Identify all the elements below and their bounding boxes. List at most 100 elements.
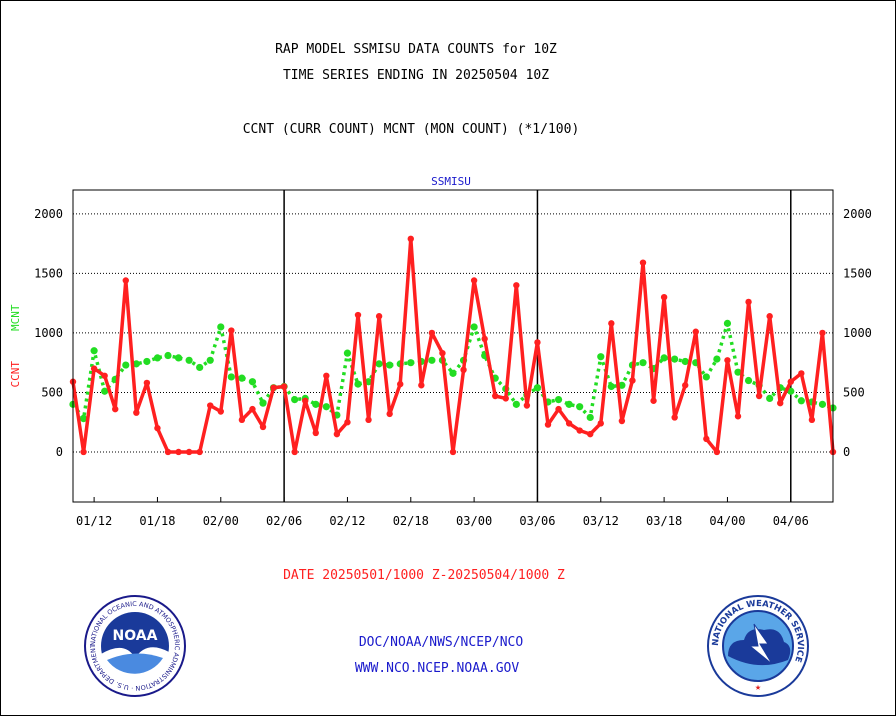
mcnt-point [660, 354, 668, 362]
mcnt-point [607, 382, 615, 391]
ccnt-point [185, 448, 193, 456]
noaa-logo: NOAA NATIONAL OCEANIC AND ATMOSPHERIC AD… [84, 595, 186, 697]
footer-url: WWW.NCO.NCEP.NOAA.GOV [355, 661, 520, 676]
ccnt-point [386, 410, 393, 418]
ccnt-point [576, 427, 583, 434]
x-tick-label: 03/18 [646, 514, 682, 528]
x-tick-label: 03/06 [519, 514, 555, 528]
ccnt-series [69, 235, 837, 456]
title-line-2: TIME SERIES ENDING IN 20250504 10Z [283, 68, 549, 83]
ccnt-point [323, 372, 330, 379]
mcnt-point [533, 384, 542, 392]
ccnt-point [259, 423, 267, 431]
mcnt-point [470, 323, 478, 331]
ylabel-ccnt: CCNT [9, 361, 22, 388]
ccnt-point [164, 448, 172, 456]
ylabel-mcnt: MCNT [9, 304, 22, 331]
mcnt-point [671, 355, 679, 363]
y-tick-label-right: 0 [843, 445, 850, 459]
x-tick-label: 02/06 [266, 514, 302, 528]
ccnt-point [375, 313, 383, 320]
ccnt-point [291, 448, 298, 456]
ccnt-point [154, 424, 161, 432]
x-ticks: 01/12 01/18 02/00 02/06 02/12 02/18 03/00 03/06… [76, 497, 809, 528]
x-tick-label: 04/06 [773, 514, 809, 528]
mcnt-point [90, 347, 98, 355]
mcnt-point [639, 359, 647, 367]
mcnt-point [122, 361, 130, 369]
ccnt-point [650, 397, 657, 404]
ccnt-point [713, 448, 721, 456]
ccnt-point [787, 378, 794, 385]
ccnt-point [777, 399, 784, 407]
mcnt-point [153, 354, 162, 362]
mcnt-point [101, 387, 109, 395]
ccnt-point [481, 335, 488, 343]
noaa-logo-word: NOAA [113, 628, 158, 644]
mcnt-point [449, 369, 457, 377]
y-tick-label-left: 1000 [34, 326, 63, 340]
y-tick-label-left: 0 [56, 445, 63, 459]
ccnt-point [618, 417, 626, 425]
title-line-3: CCNT (CURR COUNT) MCNT (MON COUNT) (*1/1… [243, 122, 580, 137]
x-tick-label: 04/00 [709, 514, 745, 528]
mcnt-point [512, 400, 520, 408]
mcnt-point [586, 413, 594, 422]
mcnt-point [723, 319, 732, 327]
mcnt-point [428, 356, 436, 364]
mcnt-point [618, 381, 626, 389]
ccnt-point [587, 430, 594, 438]
mcnt-point [681, 357, 689, 366]
mcnt-point [734, 368, 742, 376]
ccnt-point [122, 277, 129, 284]
ccnt-point [703, 435, 710, 443]
nws-logo: ★ NATIONAL WEATHER SERVICE [707, 595, 809, 697]
mcnt-point [248, 378, 257, 386]
ccnt-point [671, 414, 678, 421]
mcnt-point [291, 395, 299, 404]
ccnt-point [280, 383, 288, 390]
x-tick-label: 01/12 [76, 514, 112, 528]
ccnt-point [534, 339, 541, 346]
mcnt-point [174, 354, 183, 362]
mcnt-point [259, 399, 267, 407]
mcnt-point [565, 400, 573, 408]
ccnt-point [766, 313, 773, 320]
mcnt-point [217, 323, 225, 331]
ccnt-point [745, 298, 752, 306]
ccnt-point [228, 327, 235, 334]
mcnt-point [164, 351, 172, 360]
mcnt-point [364, 378, 373, 386]
mcnt-point [787, 387, 795, 395]
ccnt-point [692, 328, 699, 335]
mcnt-point [196, 363, 204, 372]
mcnt-point [143, 357, 151, 366]
y-tick-label-left: 1500 [34, 266, 63, 280]
mcnt-point [322, 403, 330, 411]
mcnt-point [597, 353, 605, 361]
mcnt-point [312, 400, 320, 408]
mcnt-point [238, 374, 246, 382]
ccnt-line [71, 237, 835, 454]
mcnt-point [206, 356, 214, 364]
ccnt-point [217, 408, 224, 415]
svg-text:★: ★ [755, 682, 761, 693]
x-tick-label: 02/12 [329, 514, 365, 528]
mcnt-point [132, 360, 140, 368]
ccnt-point [798, 370, 805, 377]
mcnt-point [744, 376, 753, 385]
ccnt-point [302, 397, 309, 404]
y-tick-label-right: 1500 [843, 266, 872, 280]
ccnt-point [492, 392, 499, 400]
y-ticks: 0 0 500 500 1000 1000 1500 1500 2000 2000 [34, 207, 872, 459]
ccnt-point [819, 329, 826, 337]
ccnt-point [428, 329, 436, 337]
footer-org: DOC/NOAA/NWS/NCEP/NCO [359, 635, 524, 650]
ccnt-point [544, 421, 552, 428]
mcnt-point [576, 403, 584, 411]
ccnt-point [312, 429, 319, 437]
ccnt-point [513, 282, 520, 289]
ccnt-point [354, 311, 362, 319]
